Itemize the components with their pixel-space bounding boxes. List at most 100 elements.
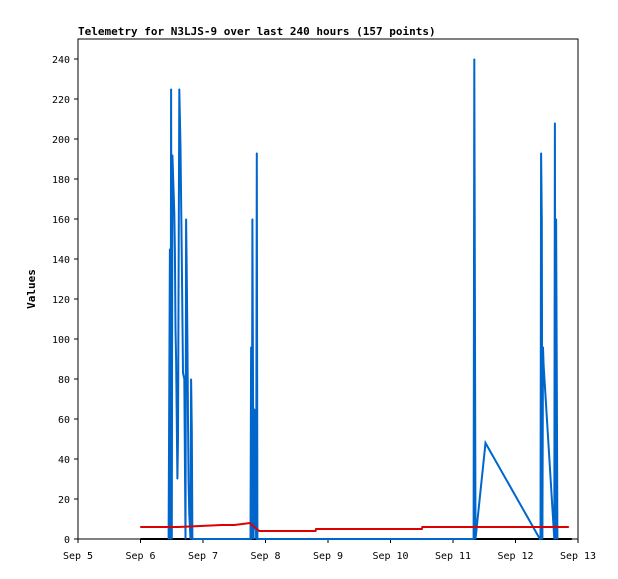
y-tick-label: 100 bbox=[52, 335, 70, 346]
series-0-point bbox=[553, 538, 555, 540]
chart-title: Telemetry for N3LJS-9 over last 240 hour… bbox=[78, 25, 436, 38]
series-1-point bbox=[421, 526, 423, 528]
series-0-point bbox=[173, 212, 175, 214]
y-axis: 0 20 40 60 80 100 120 140 160 180 200 220 240 bbox=[52, 55, 78, 546]
series-0-point bbox=[178, 88, 180, 90]
series-0-point bbox=[541, 218, 543, 220]
series-0-point bbox=[169, 538, 172, 540]
x-tick-label: Sep 7 bbox=[188, 551, 218, 562]
series-0-point bbox=[190, 378, 192, 380]
series-1-point bbox=[221, 524, 223, 526]
series-0-point bbox=[556, 378, 558, 380]
series-0-point bbox=[175, 358, 177, 360]
series-1-point bbox=[484, 526, 486, 528]
x-axis: Sep 5 Sep 6 Sep 7 Sep 8 Sep 9 Sep 10 Sep 11 Sep… bbox=[63, 539, 596, 562]
series-0-point bbox=[249, 538, 252, 540]
series-0-point bbox=[181, 258, 183, 260]
series-0-point bbox=[169, 248, 171, 250]
series-1-point bbox=[139, 526, 142, 528]
y-tick-label: 0 bbox=[64, 535, 70, 546]
series-0-point bbox=[474, 298, 476, 300]
x-tick-label: Sep 11 bbox=[435, 551, 471, 562]
y-tick-label: 220 bbox=[52, 95, 70, 106]
series-0-point bbox=[189, 538, 192, 540]
y-tick-label: 80 bbox=[58, 375, 70, 386]
y-tick-label: 200 bbox=[52, 135, 70, 146]
series-0-point bbox=[177, 438, 179, 440]
series-0-point bbox=[484, 442, 487, 444]
series-1-point bbox=[315, 528, 317, 530]
series-0-point bbox=[174, 250, 176, 252]
series-0-point bbox=[473, 538, 475, 540]
series-0-point bbox=[191, 538, 193, 540]
series-line-0 bbox=[167, 58, 559, 540]
series-0-point bbox=[188, 514, 190, 516]
series-0-point bbox=[176, 478, 178, 480]
x-tick-label: Sep 12 bbox=[497, 551, 533, 562]
series-0-point bbox=[250, 346, 252, 348]
y-tick-label: 180 bbox=[52, 175, 70, 186]
y-tick-label: 60 bbox=[58, 415, 70, 426]
series-0-point bbox=[236, 538, 238, 540]
series-0-point bbox=[174, 328, 177, 330]
series-1-point bbox=[253, 526, 255, 528]
series-0-point bbox=[554, 538, 557, 540]
series-0-point bbox=[256, 152, 258, 154]
series-0-point bbox=[254, 438, 257, 440]
series-0-point bbox=[183, 378, 185, 380]
x-tick-label: Sep 8 bbox=[250, 551, 280, 562]
series-0-point bbox=[540, 152, 542, 154]
series-layer bbox=[139, 58, 572, 540]
series-0-point bbox=[184, 538, 187, 540]
series-0-point bbox=[186, 338, 188, 340]
x-tick-label: Sep 9 bbox=[313, 551, 343, 562]
series-0-point bbox=[171, 154, 173, 156]
series-0-point bbox=[258, 538, 260, 540]
series-0-point bbox=[543, 364, 545, 366]
series-0-point bbox=[186, 278, 188, 280]
series-0-point bbox=[539, 538, 542, 540]
series-0-point bbox=[555, 218, 557, 220]
y-tick-label: 40 bbox=[58, 455, 70, 466]
series-0-point bbox=[182, 372, 184, 374]
series-0-point bbox=[171, 538, 173, 540]
y-tick-label: 160 bbox=[52, 215, 70, 226]
series-0-point bbox=[191, 428, 193, 430]
series-0-point bbox=[187, 418, 189, 420]
series-0-point bbox=[253, 408, 255, 410]
x-tick-label: Sep 13 bbox=[560, 551, 596, 562]
series-1-point bbox=[233, 524, 235, 526]
y-axis-label: Values bbox=[25, 269, 38, 309]
y-tick-label: 140 bbox=[52, 255, 70, 266]
series-0-point bbox=[556, 538, 558, 540]
plot-area-frame bbox=[77, 38, 579, 540]
y-tick-label: 20 bbox=[58, 495, 70, 506]
series-0-point bbox=[255, 538, 257, 540]
series-1-point bbox=[568, 526, 570, 528]
x-tick-label: Sep 10 bbox=[372, 551, 408, 562]
series-0-point bbox=[185, 218, 187, 220]
x-tick-label: Sep 6 bbox=[125, 551, 155, 562]
series-0-point bbox=[554, 122, 556, 124]
series-0-point bbox=[542, 346, 544, 348]
series-1-point bbox=[314, 530, 317, 532]
series-1-point bbox=[258, 530, 260, 532]
series-0-point bbox=[474, 538, 477, 540]
series-0-point bbox=[168, 538, 170, 540]
series-0-point bbox=[251, 218, 253, 220]
series-0-point bbox=[473, 58, 475, 60]
series-0-point bbox=[188, 482, 190, 484]
series-1-point bbox=[249, 522, 251, 524]
series-line-1 bbox=[140, 521, 569, 532]
y-tick-label: 120 bbox=[52, 295, 70, 306]
series-0-point bbox=[179, 146, 182, 148]
series-0-point bbox=[541, 538, 543, 540]
series-1-point bbox=[178, 526, 180, 528]
series-0-point bbox=[170, 88, 172, 90]
series-0-point bbox=[172, 172, 174, 174]
series-0-point bbox=[253, 538, 255, 540]
x-tick-label: Sep 5 bbox=[63, 551, 93, 562]
series-0-point bbox=[251, 538, 253, 540]
series-1-point bbox=[421, 528, 423, 530]
